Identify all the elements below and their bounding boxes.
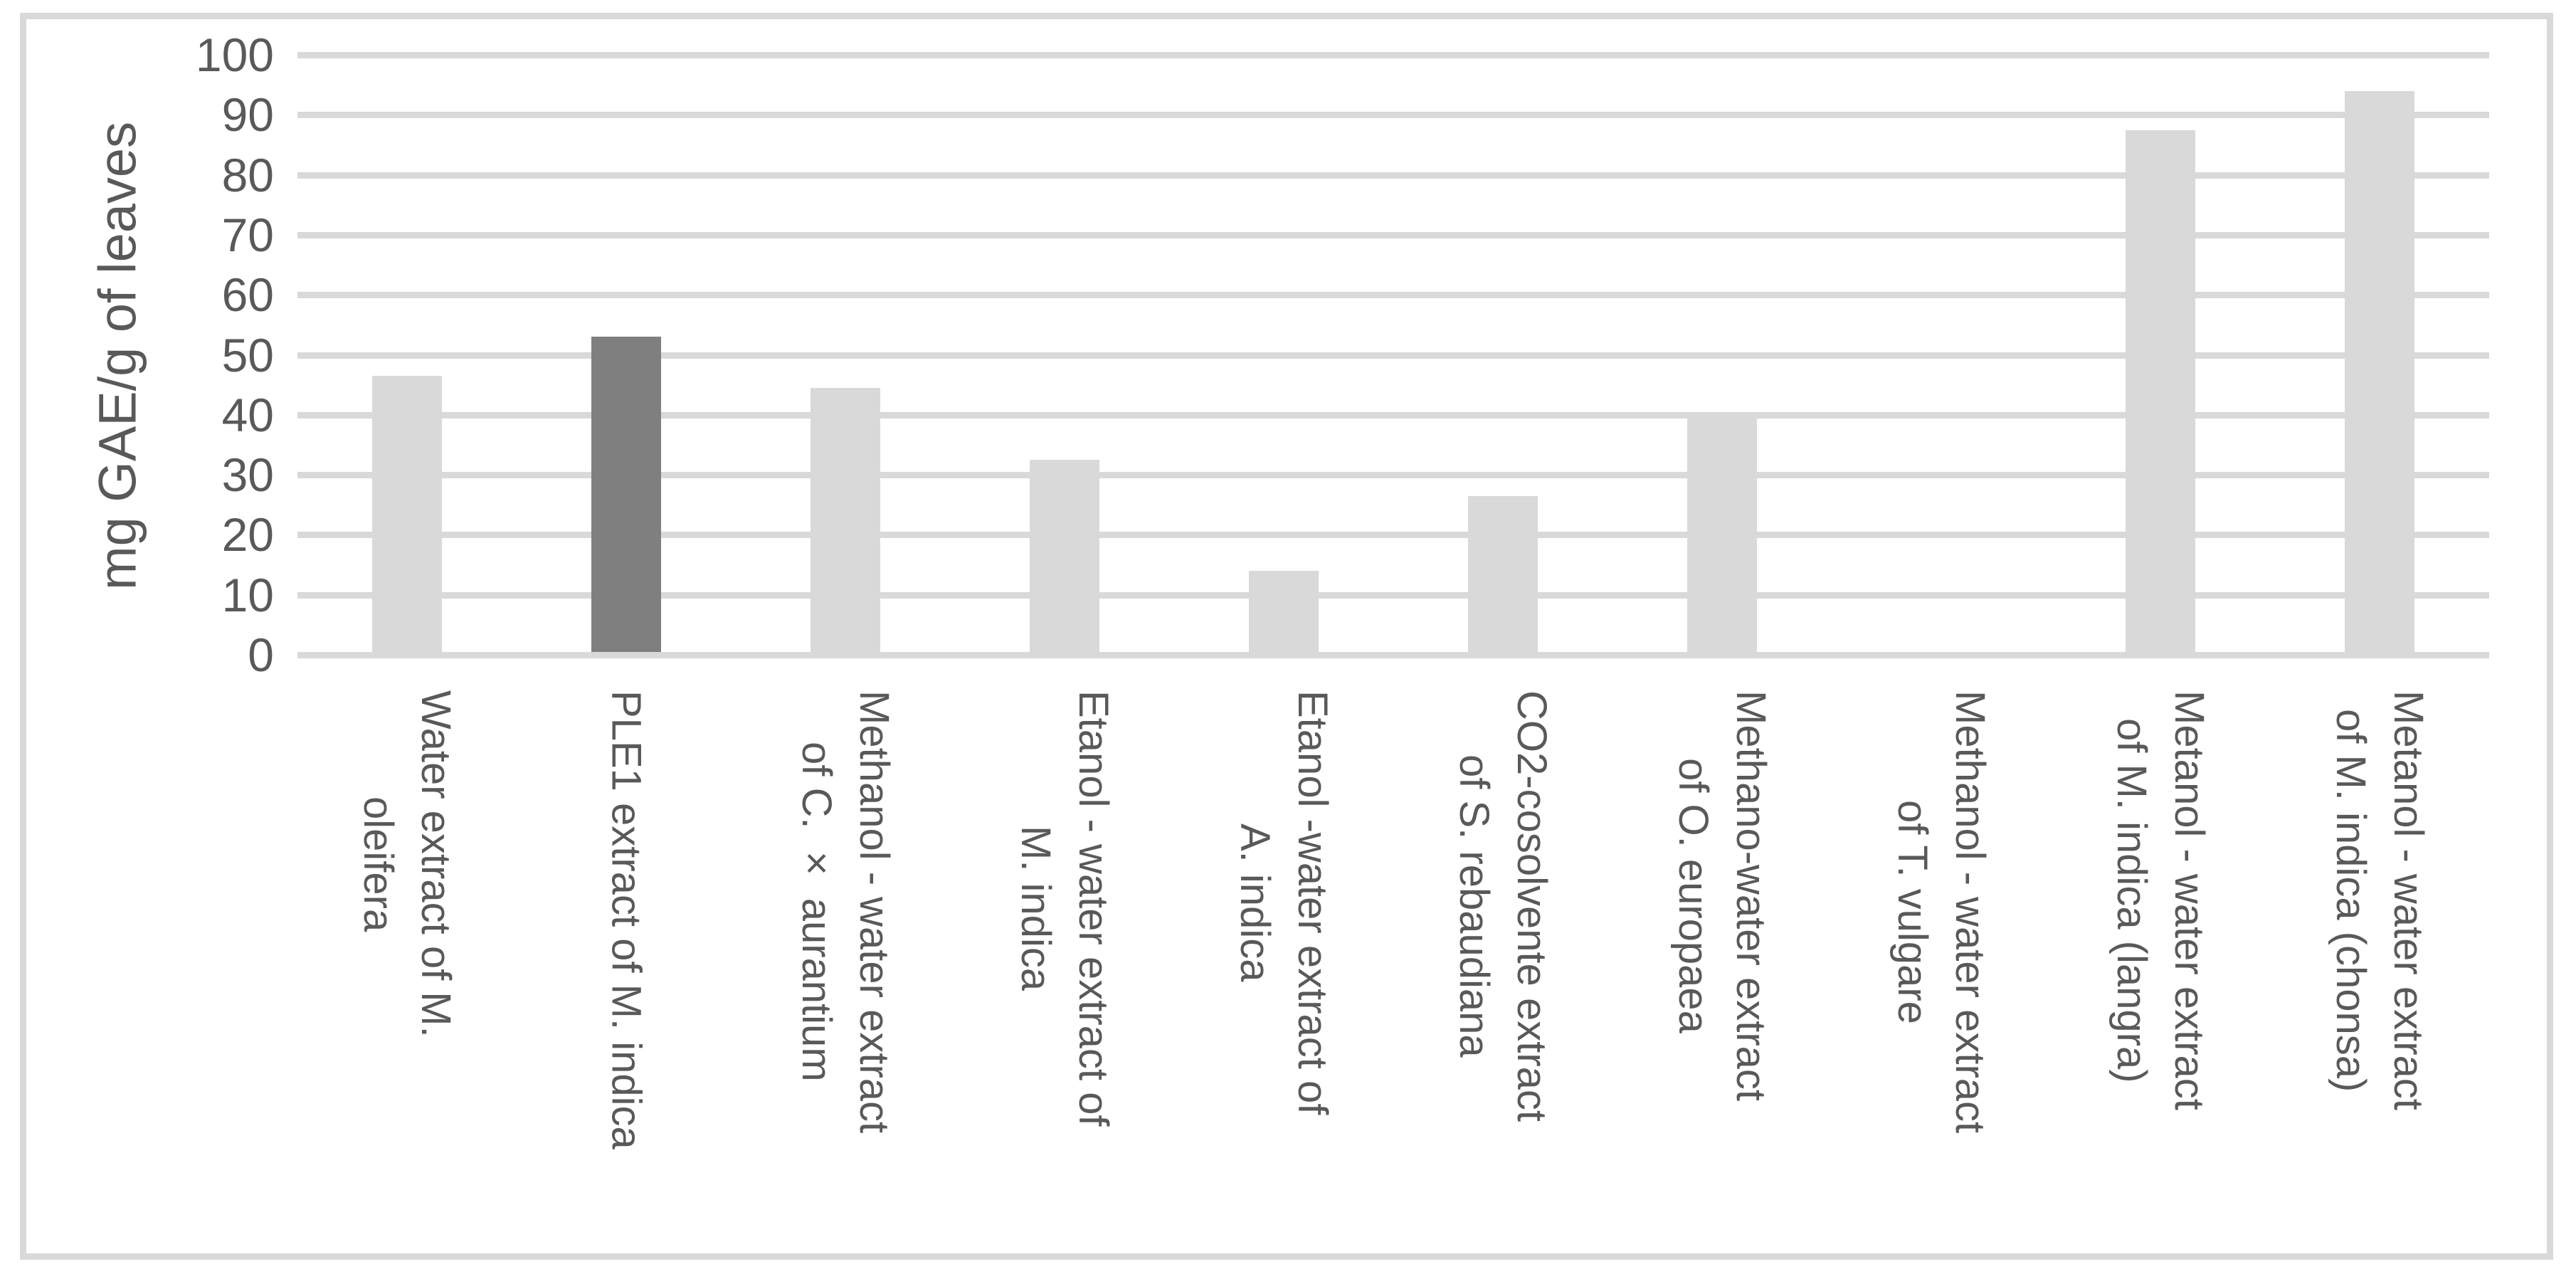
- x-label-cell-5: Etanol -water extract of A. indica: [1174, 690, 1393, 1260]
- bars-row: [297, 0, 2489, 652]
- y-tick-label-10: 10: [221, 568, 274, 621]
- x-label-cell-7: Methano-water extract of O. europaea: [1612, 690, 1832, 1260]
- y-tick-label-60: 60: [221, 268, 274, 322]
- x-category-label-2: PLE1 extract of M. indica: [603, 690, 650, 1149]
- y-tick-label-40: 40: [221, 388, 274, 441]
- x-category-label-1: Water extract of M. oleifera: [355, 690, 460, 1038]
- bar-cell-3: [736, 0, 955, 652]
- bar-cell-1: [297, 0, 517, 652]
- bar-cell-4: [955, 0, 1174, 652]
- gridline-20: [297, 532, 2489, 539]
- x-label-cell-3: Methanol - water extract of C. × aurantiu…: [736, 690, 955, 1260]
- bar-10: [2345, 91, 2414, 652]
- bar-cell-6: [1393, 0, 1612, 652]
- x-category-label-7: Methano-water extract of O. europaea: [1670, 690, 1775, 1102]
- y-tick-label-80: 80: [221, 148, 274, 201]
- y-tick-label-100: 100: [195, 28, 274, 81]
- gridline-60: [297, 292, 2489, 299]
- x-label-cell-9: Metanol - water extract of M. indica (lan…: [2051, 690, 2270, 1260]
- x-label-cell-6: CO2-cosolvente extract of S. rebaudiana: [1393, 690, 1612, 1260]
- bar-9: [2126, 130, 2195, 652]
- x-category-label-4: Etanol - water extract of M. indica: [1013, 690, 1117, 1127]
- bar-7: [1687, 418, 1757, 652]
- y-tick-label-50: 50: [221, 328, 274, 381]
- gridline-50: [297, 352, 2489, 359]
- bar-1: [372, 376, 442, 652]
- x-axis-labels: Water extract of M. oleifera PLE1 extract …: [297, 690, 2489, 1260]
- gridline-30: [297, 472, 2489, 479]
- bar-3: [811, 388, 880, 652]
- y-tick-label-70: 70: [221, 208, 274, 261]
- bar-cell-9: [2051, 0, 2270, 652]
- gridline-100: [297, 52, 2489, 58]
- gridline-40: [297, 411, 2489, 419]
- x-category-label-8: Methanol - water extract of T. vulgare: [1889, 690, 1994, 1134]
- gridline-10: [297, 591, 2489, 599]
- x-label-cell-1: Water extract of M. oleifera: [297, 690, 517, 1260]
- x-category-label-6: CO2-cosolvente extract of S. rebaudiana: [1451, 690, 1556, 1122]
- bar-4: [1030, 460, 1099, 652]
- x-label-cell-10: Metanol - water extract of M. indica (cho…: [2270, 690, 2489, 1260]
- x-category-label-5: Etanol -water extract of A. indica: [1232, 690, 1336, 1115]
- bar-cell-10: [2270, 0, 2489, 652]
- gridline-0: [297, 652, 2489, 658]
- bar-5: [1249, 571, 1319, 652]
- gridline-90: [297, 112, 2489, 119]
- y-tick-label-90: 90: [221, 88, 274, 142]
- gridline-70: [297, 231, 2489, 238]
- y-tick-label-30: 30: [221, 448, 274, 502]
- x-label-cell-4: Etanol - water extract of M. indica: [955, 690, 1174, 1260]
- x-category-label-9: Metanol - water extract of M. indica (lan…: [2108, 690, 2213, 1110]
- bar-2: [591, 337, 661, 652]
- gridline-80: [297, 172, 2489, 179]
- bar-6: [1468, 496, 1538, 652]
- x-category-label-10: Metanol - water extract of M. indica (cho…: [2328, 690, 2432, 1110]
- x-label-cell-8: Methanol - water extract of T. vulgare: [1832, 690, 2051, 1260]
- x-category-label-3: Methanol - water extract of C. × aurantiu…: [793, 690, 898, 1134]
- y-tick-label-0: 0: [248, 628, 274, 681]
- bar-cell-5: [1174, 0, 1393, 652]
- bar-cell-2: [517, 0, 736, 652]
- bar-cell-8: [1832, 0, 2051, 652]
- y-tick-label-20: 20: [221, 508, 274, 562]
- x-label-cell-2: PLE1 extract of M. indica: [517, 690, 736, 1260]
- bar-cell-7: [1612, 0, 1832, 652]
